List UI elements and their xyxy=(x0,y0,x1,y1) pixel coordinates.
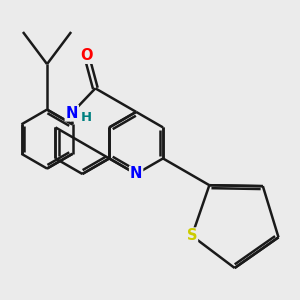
Text: N: N xyxy=(66,106,78,121)
Text: N: N xyxy=(130,167,142,182)
Text: O: O xyxy=(80,48,93,63)
Text: H: H xyxy=(81,111,92,124)
Text: S: S xyxy=(187,228,197,243)
